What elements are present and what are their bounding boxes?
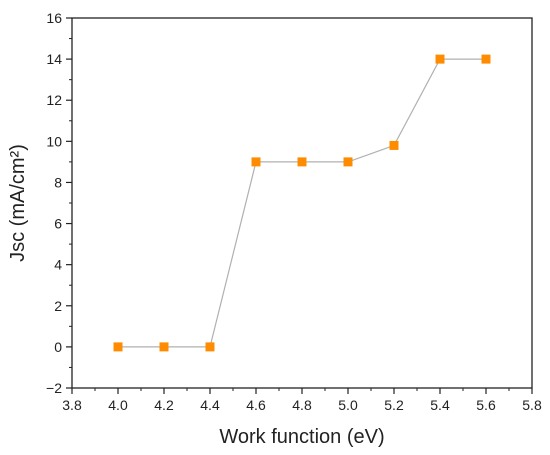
x-tick-label: 5.6 [476, 397, 496, 413]
y-tick-label: 14 [46, 51, 62, 67]
data-point-marker [435, 54, 445, 64]
series-line [118, 58, 486, 348]
data-point-marker [159, 342, 169, 352]
series-layer [113, 54, 491, 352]
x-tick-label: 5.0 [338, 397, 358, 413]
x-tick-labels: 3.8 4.0 4.2 4.4 4.6 4.8 5.0 5.2 5.4 5.6 5.8 [62, 397, 542, 413]
x-tick-label: 5.8 [522, 397, 542, 413]
x-tick-label: 4.4 [200, 397, 220, 413]
x-tick-label: 5.4 [430, 397, 450, 413]
x-tick-label: 4.6 [246, 397, 266, 413]
y-tick-label: 10 [46, 133, 62, 149]
data-point-marker [113, 342, 123, 352]
data-point-marker [251, 157, 261, 167]
x-tick-label: 3.8 [62, 397, 82, 413]
y-tick-labels: −2 0 2 4 6 8 10 12 14 16 [46, 10, 62, 396]
data-point-marker [205, 342, 215, 352]
y-tick-label: 12 [46, 92, 62, 108]
x-tick-label: 4.8 [292, 397, 312, 413]
y-tick-label: −2 [46, 380, 62, 396]
y-tick-label: 0 [54, 339, 62, 355]
x-tick-label: 4.2 [154, 397, 174, 413]
y-tick-label: 4 [54, 257, 62, 273]
data-point-marker [481, 54, 491, 64]
tick-marks [66, 17, 533, 394]
x-tick-label: 4.0 [108, 397, 128, 413]
plot-frame [71, 17, 533, 389]
y-tick-label: 2 [54, 298, 62, 314]
y-tick-label: 6 [54, 216, 62, 232]
x-tick-label: 5.2 [384, 397, 404, 413]
data-point-marker [297, 157, 307, 167]
data-point-marker [389, 140, 399, 150]
y-tick-label: 8 [54, 174, 62, 190]
data-point-marker [343, 157, 353, 167]
x-axis-title: Work function (eV) [219, 426, 384, 448]
y-tick-label: 16 [46, 10, 62, 26]
y-axis-title: Jsc (mA/cm²) [7, 144, 29, 262]
